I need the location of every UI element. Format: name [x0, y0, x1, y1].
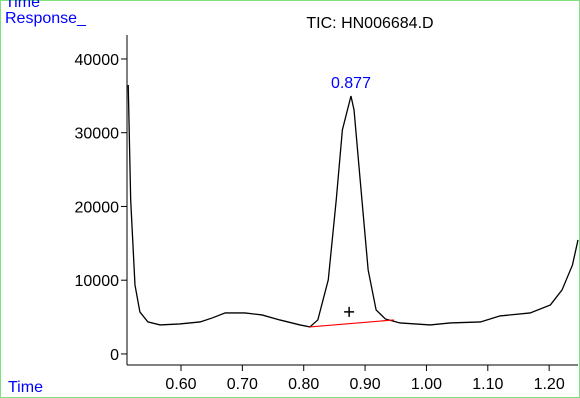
chart-title: TIC: HN006684.D: [306, 15, 433, 32]
x-tick-label: 0.60: [165, 376, 196, 393]
y-tick-label: 0: [110, 347, 119, 364]
y-tick-label: 20000: [75, 199, 120, 216]
y-tick-label: 30000: [75, 126, 120, 143]
trace-line: [127, 84, 579, 328]
baseline: [309, 319, 394, 328]
peak-marker: [344, 306, 355, 317]
x-tick-label: 0.90: [350, 376, 381, 393]
y-tick-label: 40000: [75, 52, 120, 69]
x-tick-label: 1.10: [472, 376, 503, 393]
top-label: Time: [5, 0, 40, 11]
x-tick-label: 1.20: [534, 376, 565, 393]
x-tick-label: 0.80: [288, 376, 319, 393]
x-tick-label: 0.70: [227, 376, 258, 393]
y-axis-label: Response_: [5, 10, 87, 27]
y-tick-label: 10000: [75, 273, 120, 290]
x-tick-label: 1.00: [411, 376, 442, 393]
peak-label: 0.877: [331, 75, 371, 92]
x-axis-label: Time: [8, 379, 43, 396]
